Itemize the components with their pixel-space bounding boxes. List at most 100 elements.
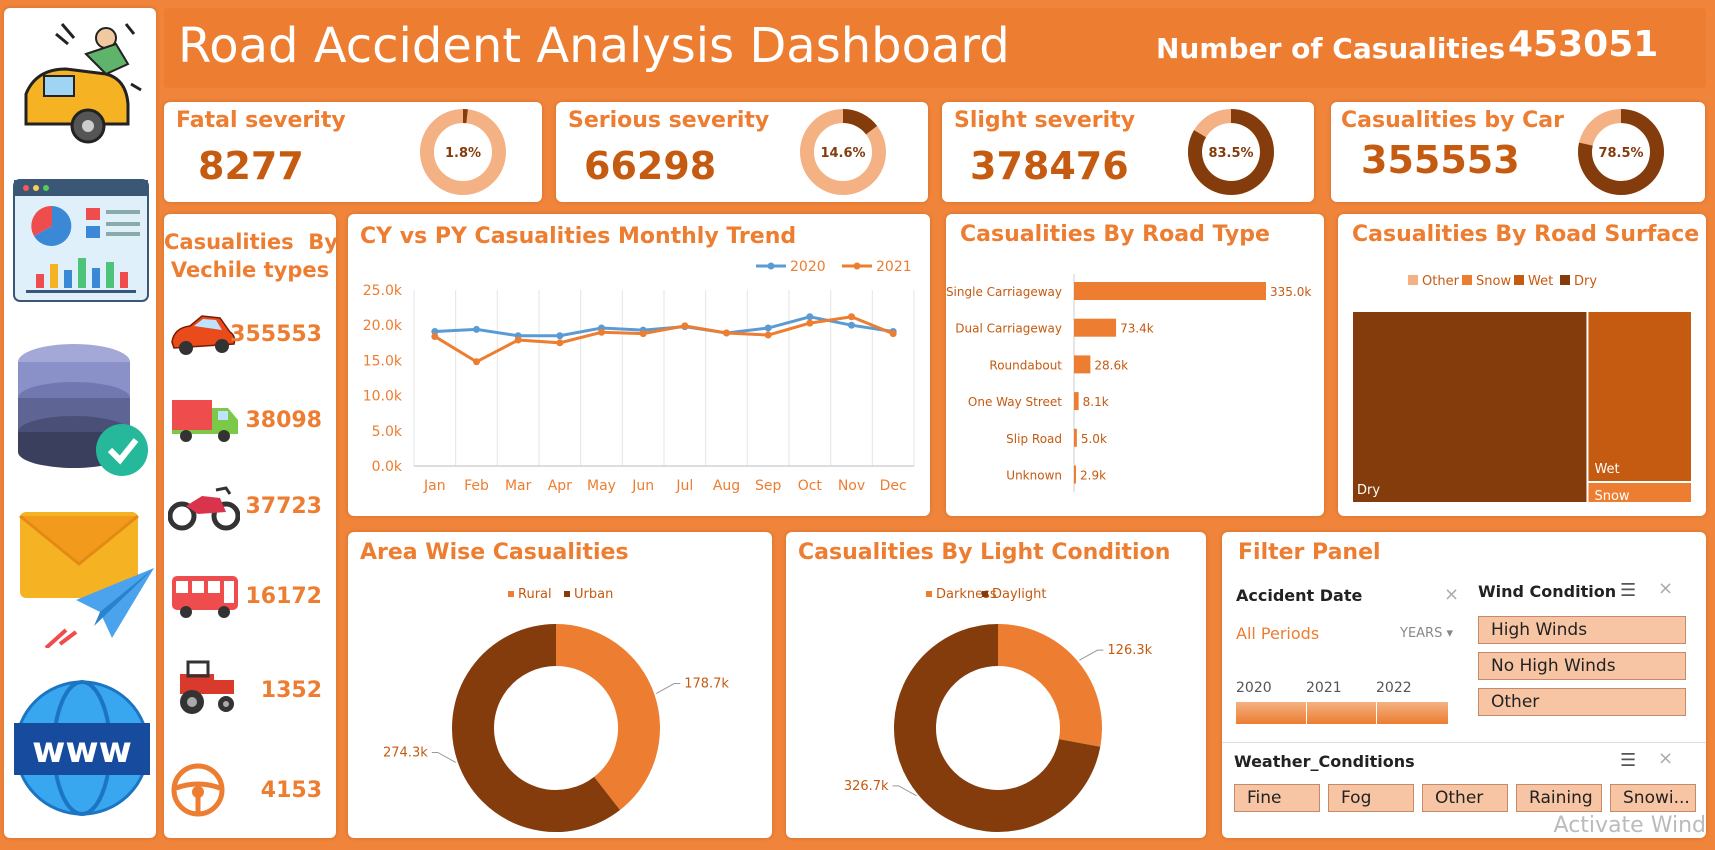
data-point	[431, 328, 439, 336]
treemap-cell-wet	[1588, 312, 1691, 481]
vehicle-value: 355553	[230, 322, 322, 347]
x-tick-label: Nov	[838, 478, 865, 494]
data-point	[764, 331, 772, 339]
truck-icon	[172, 400, 238, 442]
y-tick-label: 20.0k	[363, 318, 403, 334]
legend-label: Urban	[574, 587, 613, 602]
year-2020[interactable]: 2020	[1236, 680, 1272, 696]
database-check-icon[interactable]	[14, 338, 154, 478]
dashboard-icon[interactable]	[12, 178, 150, 303]
bar	[1074, 428, 1077, 447]
donut-label: 14.6%	[820, 146, 865, 161]
donut-fill	[1188, 109, 1274, 195]
year-2021[interactable]: 2021	[1306, 680, 1342, 696]
legend-label: Snow	[1476, 274, 1511, 289]
clear-filter-icon[interactable]: ⨯	[1658, 578, 1674, 599]
www-globe-icon[interactable]: www	[12, 673, 152, 823]
slice-urban	[452, 624, 620, 832]
filter-title: Filter Panel	[1238, 540, 1381, 565]
legend-marker	[853, 262, 861, 270]
data-label: 5.0k	[1081, 432, 1107, 446]
bar	[1074, 465, 1076, 484]
kpi-value: 378476	[970, 144, 1129, 188]
legend-swatch	[1408, 275, 1418, 285]
area-wise-card: Area Wise Casualities Rural Urban 178.7k 27…	[348, 532, 772, 838]
year-2022[interactable]: 2022	[1376, 680, 1412, 696]
slice-daylight	[894, 624, 1101, 832]
leader-line	[431, 751, 457, 763]
data-point	[556, 332, 564, 340]
data-point	[473, 358, 480, 366]
wind-no-high-winds[interactable]: No High Winds	[1478, 652, 1686, 680]
car-accident-icon[interactable]	[16, 14, 146, 154]
wind-other[interactable]: Other	[1478, 688, 1686, 716]
clear-filter-icon[interactable]: ⨯	[1444, 584, 1460, 605]
legend-label: 2021	[876, 259, 912, 275]
data-label: 178.7k	[684, 677, 729, 692]
donut-label: 78.5%	[1598, 146, 1643, 161]
x-tick-label: Jan	[423, 478, 446, 494]
legend-swatch	[1514, 275, 1524, 285]
years-dropdown[interactable]: YEARS ▾	[1400, 626, 1453, 641]
legend-swatch	[564, 591, 570, 597]
years-label: YEARS	[1400, 626, 1443, 641]
total-casualties-value: 453051	[1508, 24, 1659, 65]
multi-select-icon[interactable]: ☰	[1620, 580, 1637, 601]
svg-text:www: www	[32, 730, 132, 771]
x-tick-label: Jul	[675, 478, 693, 494]
weather-other[interactable]: Other	[1422, 784, 1508, 812]
page-title: Road Accident Analysis Dashboard	[178, 18, 1010, 74]
kpi-donut: 83.5%	[1188, 109, 1274, 195]
vehicle-value: 1352	[260, 678, 322, 703]
timeline-bar[interactable]	[1236, 702, 1448, 724]
x-tick-label: Oct	[798, 478, 823, 494]
bar	[1074, 282, 1266, 300]
bar	[1074, 318, 1117, 337]
sidebar: www	[4, 8, 156, 838]
legend-swatch	[982, 591, 988, 597]
series-line-2021	[434, 315, 894, 364]
road-surface-card: Casualities By Road Surface Other Snow Wet…	[1338, 214, 1706, 516]
filter-panel: Filter Panel Accident Date ⨯ All Periods…	[1222, 532, 1706, 838]
bus-icon	[172, 576, 238, 618]
accident-date-label: Accident Date	[1236, 586, 1363, 605]
weather-fine[interactable]: Fine	[1234, 784, 1320, 812]
legend-swatch	[508, 591, 514, 597]
bar	[1074, 392, 1079, 411]
treemap-cell-dry	[1353, 312, 1587, 502]
legend-label: Wet	[1528, 274, 1553, 289]
data-point	[806, 313, 814, 321]
email-send-icon[interactable]	[16, 508, 156, 648]
category-label: Dual Carriageway	[955, 322, 1062, 336]
chart-title: Casualities By Road Type	[960, 222, 1270, 247]
category-label: Slip Road	[1006, 432, 1062, 446]
multi-select-icon[interactable]: ☰	[1620, 750, 1637, 771]
cell-label: Snow	[1594, 489, 1629, 504]
vehicle-value: 16172	[245, 584, 322, 609]
kpi-value: 355553	[1361, 138, 1520, 182]
clear-filter-icon[interactable]: ⨯	[1658, 748, 1674, 769]
x-tick-label: Sep	[755, 478, 782, 494]
kpi-fatal: Fatal severity 8277 1.8%	[164, 102, 542, 202]
weather-fog[interactable]: Fog	[1328, 784, 1414, 812]
header: Road Accident Analysis Dashboard Number …	[164, 8, 1706, 88]
chart-title: CY vs PY Casualities Monthly Trend	[360, 224, 797, 249]
data-point	[473, 325, 480, 333]
chart-title: Casualities By Road Surface	[1352, 222, 1700, 247]
weather-label: Weather_Conditions	[1234, 752, 1415, 771]
car-icon	[171, 315, 236, 355]
legend-marker	[767, 262, 775, 270]
vehicle-types-card: Casualities By Vechile types 355553 3809…	[164, 214, 336, 838]
data-label: 8.1k	[1083, 395, 1109, 409]
weather-snowing[interactable]: Snowi...	[1610, 784, 1696, 812]
donut-label: 83.5%	[1208, 146, 1253, 161]
donut-fill	[842, 109, 878, 135]
kpi-car: Casualities by Car 355553 78.5%	[1331, 102, 1705, 202]
light-condition-card: Casualities By Light Condition Darkness D…	[786, 532, 1206, 838]
wind-high-winds[interactable]: High Winds	[1478, 616, 1686, 644]
leader-line	[892, 785, 917, 797]
tractor-icon	[180, 660, 234, 714]
weather-raining[interactable]: Raining	[1516, 784, 1602, 812]
cell-label: Wet	[1594, 462, 1619, 477]
kpi-label: Casualities by Car	[1341, 108, 1564, 133]
